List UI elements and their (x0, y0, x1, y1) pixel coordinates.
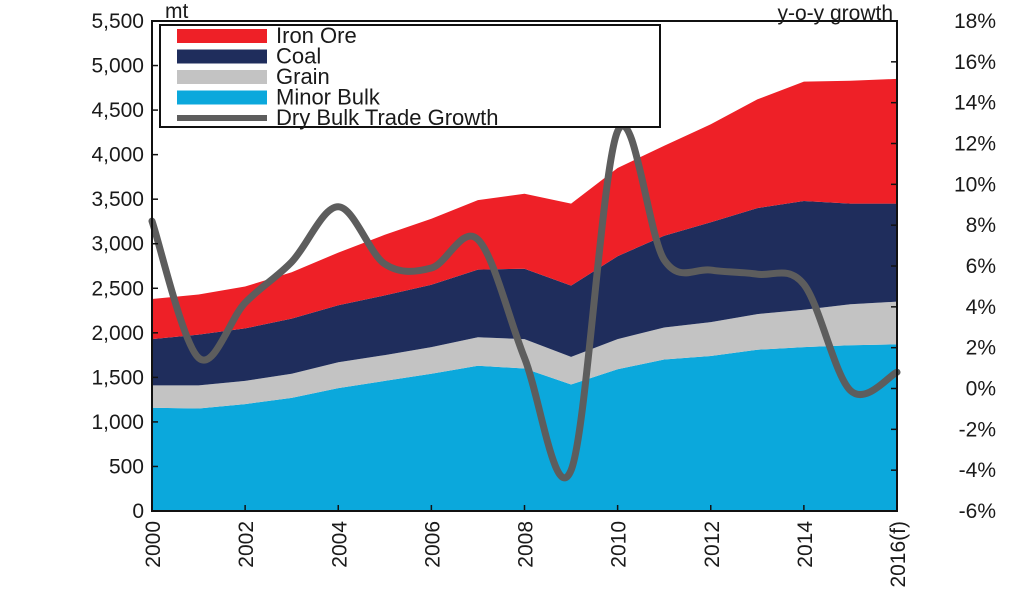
x-tick-label: 2012 (701, 521, 724, 568)
legend-label: Iron Ore (276, 23, 357, 48)
right-tick-label: 14% (954, 92, 996, 115)
right-tick-label: 10% (954, 173, 996, 196)
x-tick-label: 2016(f) (887, 521, 910, 588)
x-tick-label: 2014 (794, 521, 817, 568)
left-tick-label: 4,500 (91, 99, 144, 122)
legend-swatch (177, 70, 267, 84)
right-tick-label: 16% (954, 51, 996, 74)
area-minor-bulk (152, 344, 897, 511)
left-tick-label: 1,500 (91, 366, 144, 389)
right-tick-label: -6% (959, 500, 996, 523)
legend-swatch (177, 49, 267, 64)
left-tick-label: 3,500 (91, 188, 144, 211)
right-tick-label: 6% (966, 255, 996, 278)
left-tick-label: 3,000 (91, 233, 144, 256)
right-tick-label: 4% (966, 296, 996, 319)
left-tick-label: 4,000 (91, 144, 144, 167)
left-tick-label: 0 (132, 500, 144, 523)
right-tick-label: 18% (954, 10, 996, 33)
right-tick-label: 2% (966, 337, 996, 360)
right-tick-label: 12% (954, 133, 996, 156)
x-tick-label: 2000 (142, 521, 165, 568)
legend-label: Grain (276, 64, 330, 89)
x-tick-label: 2004 (328, 521, 351, 568)
right-tick-label: 0% (966, 378, 996, 401)
left-axis-unit: mt (165, 0, 188, 23)
legend-label: Minor Bulk (276, 85, 381, 110)
legend-swatch (177, 29, 267, 43)
left-tick-label: 5,500 (91, 10, 144, 33)
left-tick-label: 2,500 (91, 277, 144, 300)
area-iron-ore (152, 78, 897, 340)
x-tick-label: 2010 (608, 521, 631, 568)
left-axis: 0 500 1,000 1,500 2,000 2,500 3,000 3,500 4,000 4… (91, 10, 158, 523)
growth-line-layer (148, 122, 901, 482)
left-tick-label: 1,000 (91, 411, 144, 434)
stacked-areas (152, 78, 897, 511)
left-tick-label: 5,000 (91, 55, 144, 78)
legend-label: Dry Bulk Trade Growth (276, 105, 499, 130)
legend-label: Coal (276, 44, 321, 69)
right-tick-label: 8% (966, 214, 996, 237)
dry-bulk-trade-growth-line (148, 122, 901, 482)
area-coal (152, 201, 897, 386)
right-axis-unit: y-o-y growth (777, 2, 893, 25)
x-tick-label: 2008 (515, 521, 538, 568)
right-tick-label: -4% (959, 459, 996, 482)
legend-swatch (177, 90, 267, 105)
right-tick-label: -2% (959, 418, 996, 441)
left-tick-label: 2,000 (91, 322, 144, 345)
x-tick-label: 2002 (235, 521, 258, 568)
left-tick-label: 500 (109, 455, 144, 478)
x-tick-label: 2006 (421, 521, 444, 568)
right-axis: -6% -4% -2% 0% 2% 4% 6% 8% 10% 12% 14% 16% 18% (891, 10, 996, 523)
x-axis: 2000 2002 2004 2006 2008 2010 2012 2014 2016(f) (142, 505, 910, 588)
